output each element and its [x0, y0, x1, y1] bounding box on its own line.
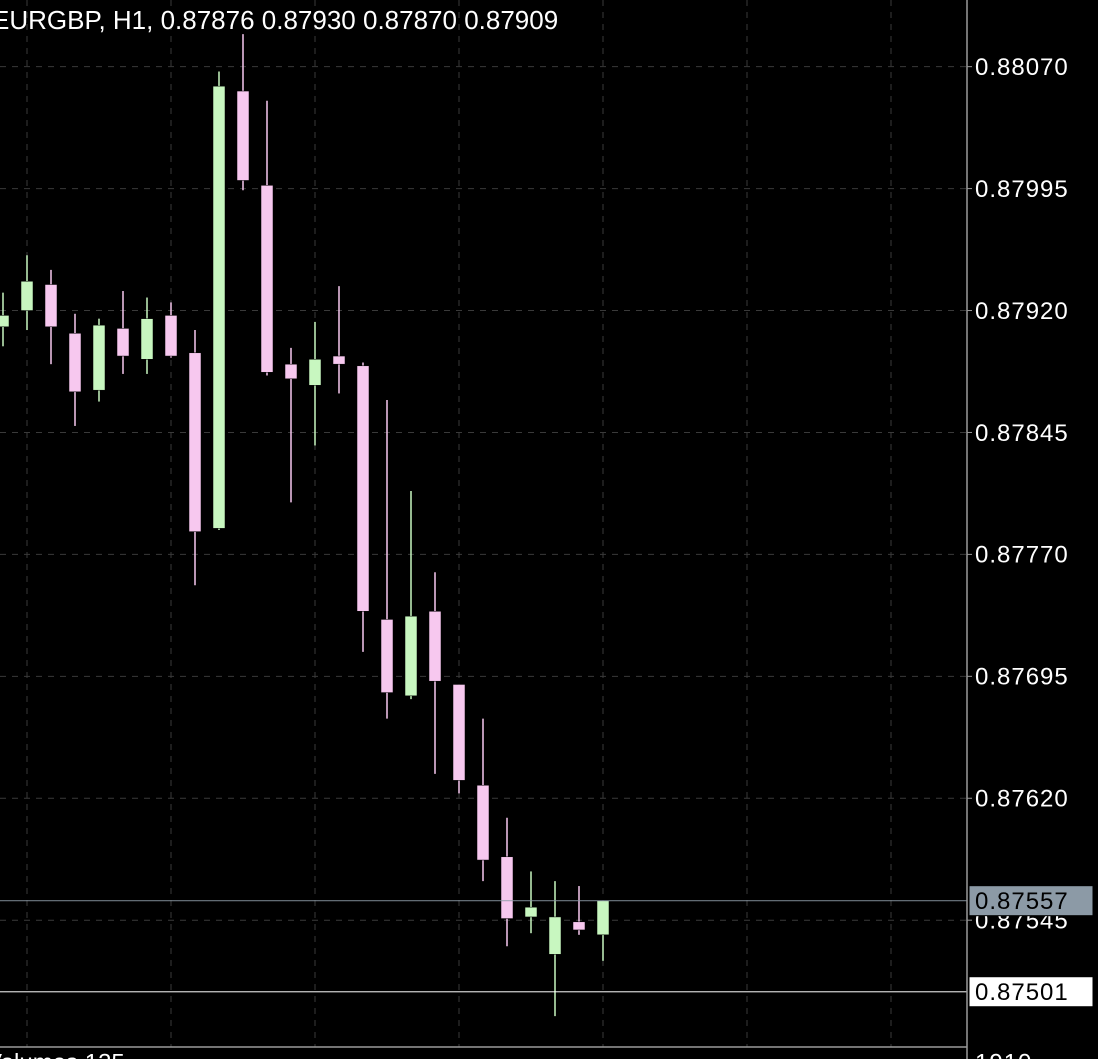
- candle-body: [500, 856, 514, 919]
- candle-body: [356, 365, 370, 612]
- candle-body: [332, 355, 346, 365]
- y-tick-label: 0.87920: [975, 298, 1069, 325]
- candle-body: [284, 363, 298, 380]
- candle-body: [452, 684, 466, 781]
- candle-body: [404, 615, 418, 697]
- candle-body: [116, 328, 130, 357]
- candle-body: [20, 281, 34, 311]
- y-tick-label: 0.87845: [975, 420, 1069, 447]
- candle-body: [188, 352, 202, 532]
- candle-body: [380, 619, 394, 693]
- candle-body: [68, 333, 82, 393]
- candles: [0, 34, 610, 1017]
- candle-body: [548, 916, 562, 955]
- candle-body: [212, 85, 226, 529]
- y-tick-label: 0.87995: [975, 176, 1069, 203]
- price-label-box: [968, 885, 1094, 917]
- candle-body: [308, 359, 322, 386]
- volume-label: Volumes 135: [0, 1049, 125, 1059]
- candle-body: [428, 611, 442, 682]
- price-label: 0.87557: [975, 888, 1069, 915]
- y-tick-label: 0.88070: [975, 54, 1069, 81]
- price-axis: 0.88070 0.87995 0.87920 0.87845 0.87770 0.876…: [0, 54, 1094, 1008]
- candle-body: [572, 921, 586, 931]
- volume-axis-label: 1910: [975, 1049, 1032, 1059]
- y-tick-label: 0.87695: [975, 664, 1069, 691]
- chart-title: EURGBP, H1, 0.87876 0.87930 0.87870 0.87…: [0, 5, 558, 35]
- candle-body: [164, 315, 178, 357]
- price-label-box: [968, 976, 1094, 1008]
- grid: [0, 0, 967, 1047]
- candle-body: [236, 90, 250, 181]
- candle-body: [0, 315, 10, 328]
- candle-body: [476, 785, 490, 861]
- price-label: 0.87501: [975, 979, 1069, 1006]
- candle-body: [92, 324, 106, 391]
- candle-body: [44, 284, 58, 328]
- candle-body: [140, 318, 154, 360]
- y-tick-label: 0.87620: [975, 786, 1069, 813]
- y-tick-label: 0.87770: [975, 542, 1069, 569]
- candle-body: [260, 185, 274, 373]
- candle-body: [596, 900, 610, 936]
- candle-body: [524, 906, 538, 918]
